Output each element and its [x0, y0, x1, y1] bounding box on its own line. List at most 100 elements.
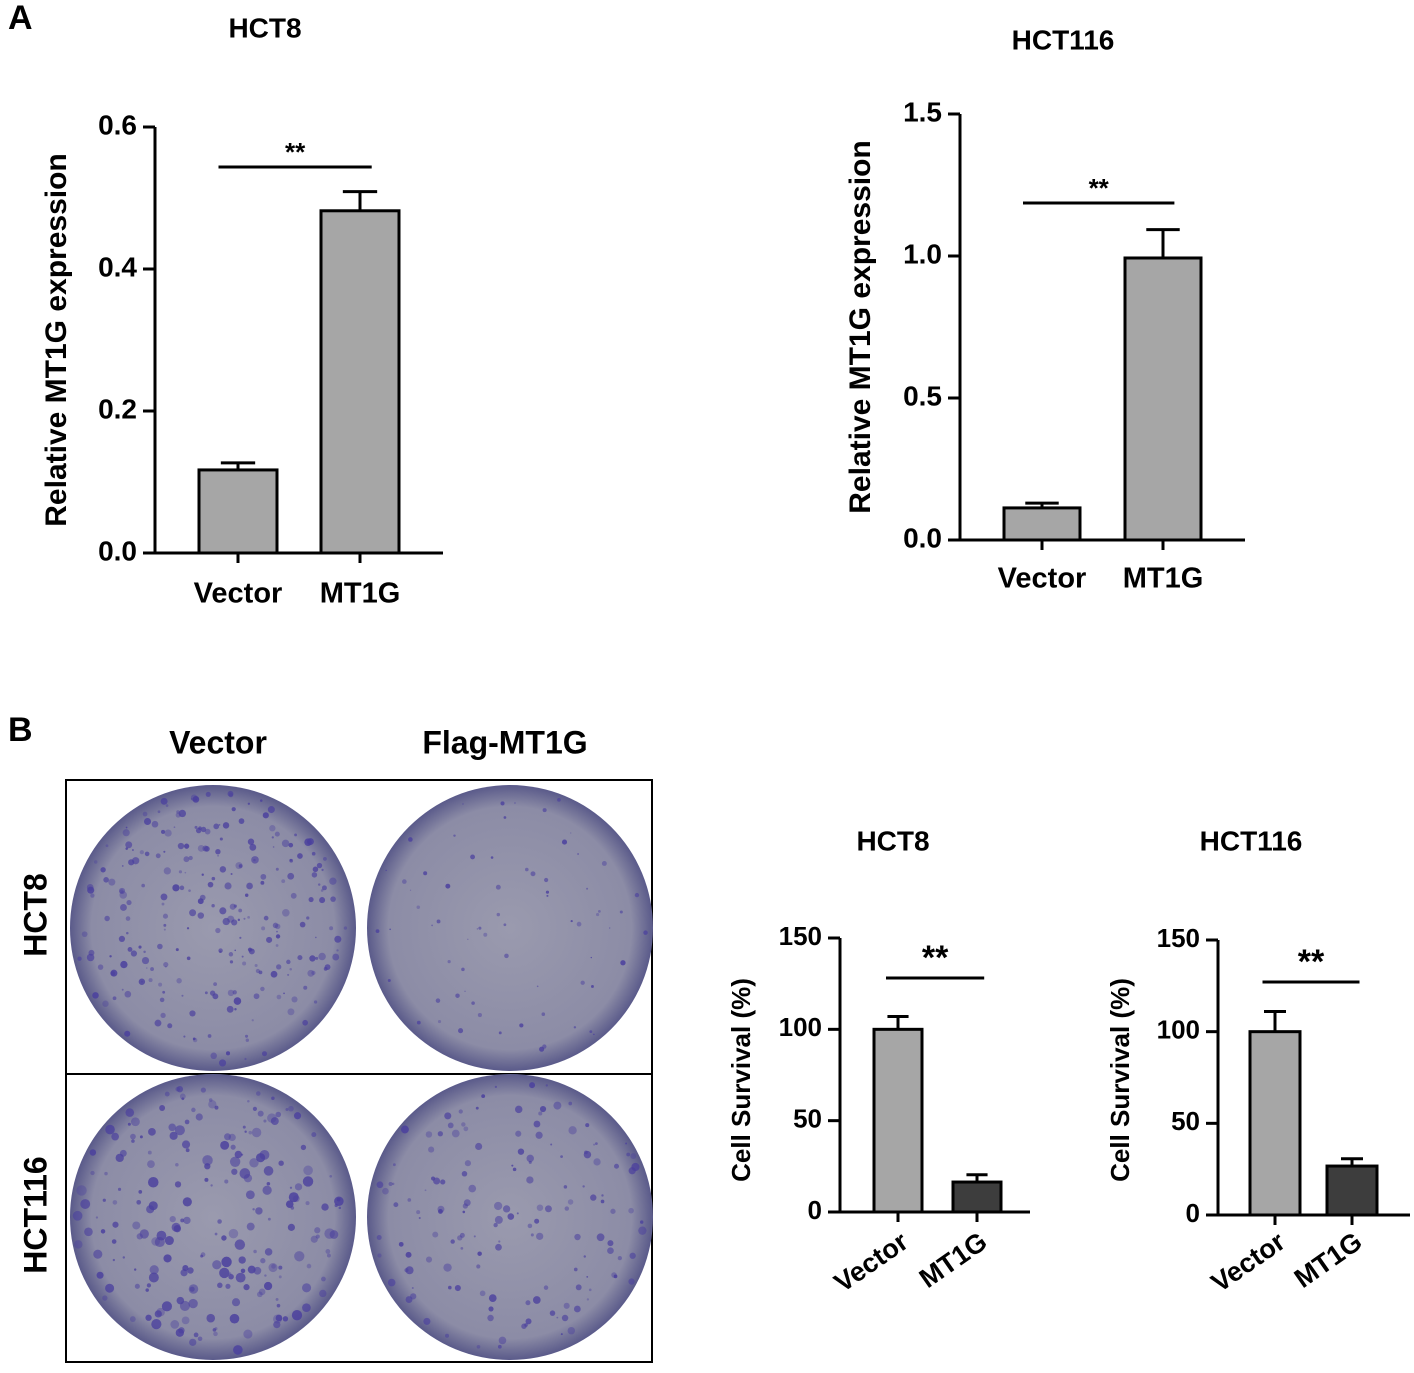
colony — [454, 1284, 461, 1292]
colony — [320, 889, 324, 892]
colony — [561, 1314, 569, 1322]
y-axis-label: Cell Survival (%) — [726, 978, 756, 1182]
colony — [398, 1241, 404, 1247]
colony — [184, 871, 187, 874]
colony — [197, 898, 204, 905]
colony — [272, 846, 275, 848]
colony — [626, 1152, 631, 1157]
colony — [221, 1256, 232, 1268]
colony — [204, 828, 211, 835]
x-tick-label: Vector — [998, 563, 1087, 595]
colony — [192, 796, 200, 803]
colony — [266, 1181, 271, 1186]
colony — [164, 829, 172, 837]
plate-row-label: HCT116 — [17, 1156, 53, 1273]
colony — [255, 1207, 263, 1215]
colony — [134, 1283, 140, 1289]
colony — [438, 1209, 443, 1214]
colony — [219, 866, 227, 873]
colony — [289, 858, 292, 862]
colony — [171, 1222, 181, 1232]
colony — [311, 851, 316, 856]
colony — [617, 1255, 622, 1261]
colony — [541, 1012, 546, 1016]
colony — [519, 1023, 524, 1028]
colony — [247, 1099, 250, 1103]
colony — [285, 1107, 289, 1111]
colony — [213, 982, 218, 986]
colony — [511, 1164, 514, 1167]
colony — [278, 1275, 282, 1279]
colony — [154, 1236, 165, 1248]
colony — [601, 861, 607, 866]
colony — [477, 1251, 482, 1256]
significance-label: ** — [1298, 943, 1325, 981]
colony — [145, 1288, 149, 1292]
bar — [1325, 1164, 1379, 1217]
colony — [287, 1008, 295, 1016]
colony — [288, 1105, 294, 1112]
colony — [376, 1181, 384, 1189]
colony — [142, 811, 148, 817]
colony — [423, 1317, 431, 1325]
colony — [260, 1258, 266, 1264]
colony — [461, 1171, 468, 1177]
colony — [619, 910, 623, 914]
colony — [281, 879, 286, 884]
colony — [304, 838, 312, 846]
colony — [247, 838, 255, 845]
colony — [428, 1146, 435, 1153]
colony — [308, 896, 314, 903]
colony — [213, 1331, 218, 1337]
colony — [550, 1143, 553, 1146]
colony — [497, 1344, 502, 1349]
colony — [526, 1154, 534, 1163]
colony — [319, 1289, 327, 1298]
colony — [251, 1127, 262, 1138]
colony — [289, 968, 292, 971]
colony — [336, 949, 339, 952]
colony — [515, 1130, 522, 1137]
colony — [234, 1150, 243, 1159]
colony — [535, 1131, 543, 1139]
colony — [269, 825, 276, 832]
colony — [532, 1296, 541, 1304]
colony — [261, 926, 266, 931]
colony — [186, 956, 191, 961]
colony — [175, 1162, 179, 1167]
y-axis-label: Relative MT1G expression — [40, 153, 73, 526]
y-tick-label: 50 — [793, 1104, 822, 1134]
colony — [585, 1123, 590, 1128]
colony — [268, 1263, 278, 1273]
colony — [388, 1181, 393, 1187]
y-tick-label: 0.2 — [98, 393, 137, 424]
colony — [323, 967, 328, 971]
colony — [159, 1105, 166, 1111]
colony — [560, 1333, 563, 1336]
colony — [458, 1028, 464, 1034]
colony — [124, 990, 132, 998]
colony — [447, 1122, 454, 1129]
colony — [181, 1140, 191, 1149]
colony — [402, 879, 407, 884]
colony — [232, 990, 237, 995]
colony — [479, 1290, 486, 1297]
colony — [303, 1165, 313, 1176]
y-tick-label: 50 — [1171, 1106, 1200, 1136]
colony — [228, 1228, 239, 1239]
colony — [283, 992, 285, 995]
colony — [332, 953, 340, 961]
colony — [589, 1030, 593, 1034]
colony — [80, 1199, 91, 1209]
colony — [214, 1105, 219, 1110]
colony — [205, 791, 211, 797]
colony — [588, 1288, 592, 1292]
colony — [496, 912, 501, 917]
colony — [321, 885, 327, 891]
x-tick-label: Vector — [1206, 1226, 1291, 1298]
colony — [249, 843, 257, 851]
colony — [173, 826, 176, 828]
colony — [409, 889, 412, 891]
colony — [119, 891, 127, 899]
y-tick-label: 0.6 — [98, 109, 137, 140]
